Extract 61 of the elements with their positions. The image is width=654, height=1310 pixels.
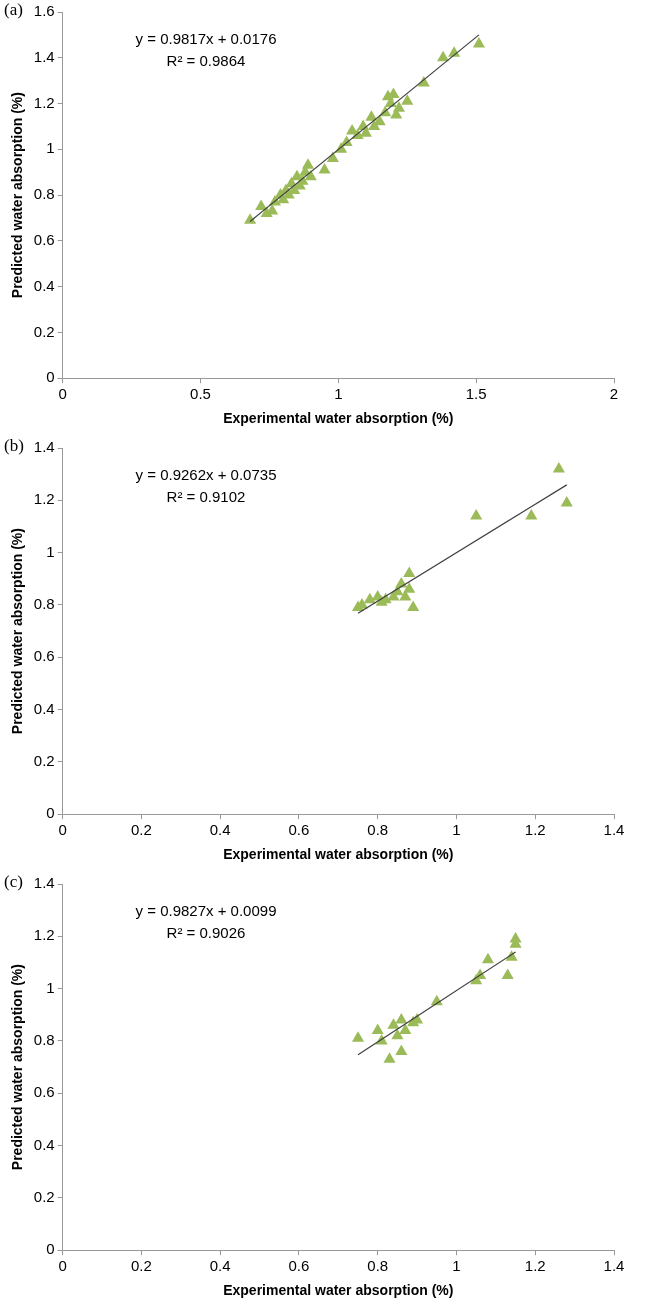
chart-title: (a) [4,0,23,19]
y-tick-label: 1 [46,139,55,157]
y-tick-label: 0.6 [33,231,55,249]
y-tick-label: 0.2 [33,752,55,770]
x-tick-label: 0 [58,385,67,403]
x-tick-label: 0 [58,821,67,839]
x-tick-label: 0.6 [288,1257,310,1275]
x-tick-label: 1.5 [465,385,487,403]
y-tick-label: 1.2 [33,93,55,111]
annotation: y = 0.9827x + 0.0099 [135,902,277,920]
y-tick-label: 0.6 [33,647,55,665]
chart-title: (c) [4,871,23,891]
annotation: R² = 0.9864 [166,52,246,70]
x-tick-label: 1.4 [603,821,625,839]
y-axis-title: Predicted water absorption (%) [9,92,26,299]
x-axis-title: Experimental water absorption (%) [223,1282,454,1299]
x-tick-label: 0.5 [190,385,211,403]
annotation: y = 0.9817x + 0.0176 [135,30,277,48]
x-tick-label: 1.2 [524,1257,546,1275]
x-tick-label: 0.8 [367,1257,389,1275]
x-tick-label: 0.6 [288,821,310,839]
annotation: R² = 0.9102 [166,488,246,506]
y-tick-label: 0.8 [33,185,55,203]
x-tick-label: 1 [334,385,343,403]
x-tick-label: 1.2 [524,821,546,839]
y-tick-label: 1 [46,542,55,560]
annotation: y = 0.9262x + 0.0735 [135,466,277,484]
y-tick-label: 1 [46,978,55,996]
y-tick-label: 0.4 [33,699,55,717]
y-axis-title: Predicted water absorption (%) [9,528,26,735]
y-tick-label: 1.6 [33,2,55,20]
y-tick-label: 0 [46,368,55,386]
x-tick-label: 2 [609,385,619,403]
x-tick-label: 0 [58,1257,67,1275]
x-tick-label: 0.2 [130,821,152,839]
y-tick-label: 1.2 [33,490,55,508]
y-tick-label: 0 [46,804,55,822]
y-axis-title: Predicted water absorption (%) [9,964,26,1171]
y-tick-label: 0.4 [33,1135,55,1153]
y-tick-label: 0.6 [33,1083,55,1101]
y-tick-label: 0.2 [33,322,55,340]
x-tick-label: 0.4 [209,821,231,839]
x-tick-label: 1.4 [603,1257,625,1275]
annotation: R² = 0.9026 [166,924,246,942]
y-tick-label: 1.4 [33,47,55,65]
y-tick-label: 1.4 [33,438,55,456]
x-tick-label: 0.4 [209,1257,231,1275]
x-tick-label: 0.2 [130,1257,152,1275]
x-tick-label: 1 [452,1257,461,1275]
y-tick-label: 0.2 [33,1188,55,1206]
x-axis-title: Experimental water absorption (%) [223,410,454,427]
y-tick-label: 0.8 [33,1031,55,1049]
y-tick-label: 1.4 [33,874,55,892]
y-tick-label: 0.4 [33,276,55,294]
y-tick-label: 0.8 [33,595,55,613]
x-axis-title: Experimental water absorption (%) [223,846,454,863]
x-tick-label: 0.8 [367,821,389,839]
y-tick-label: 0 [46,1240,55,1258]
x-tick-label: 1 [452,821,461,839]
chart-title: (b) [4,435,24,455]
y-tick-label: 1.2 [33,926,55,944]
